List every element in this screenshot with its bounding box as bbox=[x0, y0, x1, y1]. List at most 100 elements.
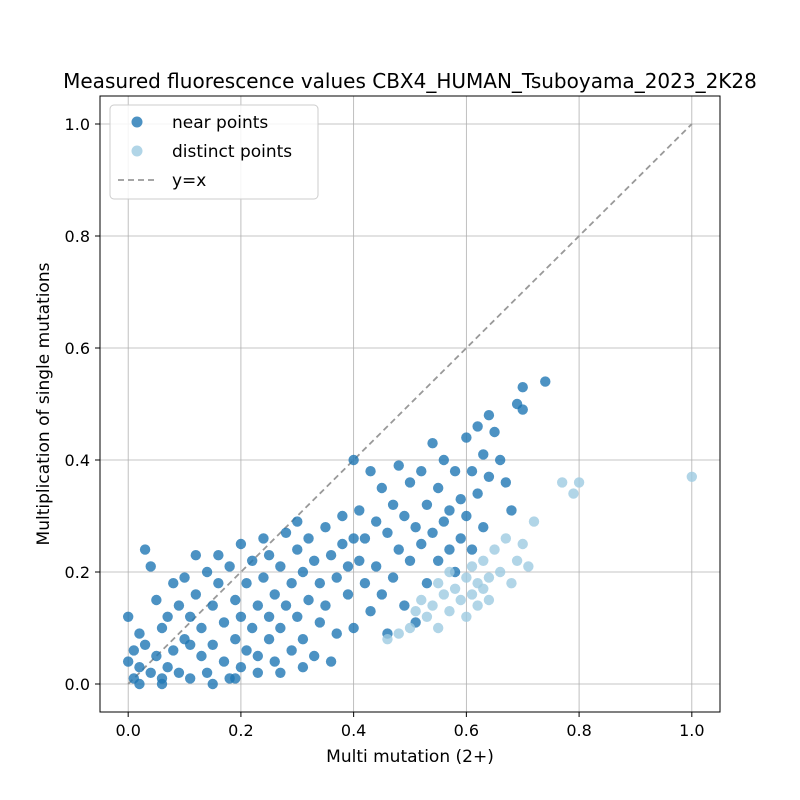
near-point bbox=[506, 505, 517, 516]
near-point bbox=[472, 421, 483, 432]
near-point bbox=[444, 544, 455, 555]
near-point bbox=[122, 656, 134, 667]
near-point bbox=[348, 454, 359, 466]
near-point bbox=[218, 617, 230, 628]
near-point bbox=[241, 645, 252, 656]
near-point bbox=[466, 466, 478, 477]
distinct-point bbox=[466, 589, 478, 600]
near-point bbox=[478, 449, 489, 460]
near-point bbox=[252, 600, 264, 611]
y-tick-label: 1.0 bbox=[65, 115, 90, 134]
near-point bbox=[348, 533, 359, 544]
near-point bbox=[325, 656, 337, 667]
distinct-point bbox=[494, 566, 506, 578]
near-point bbox=[275, 622, 286, 634]
near-point bbox=[269, 589, 280, 600]
legend-label-near-points: near points bbox=[172, 113, 268, 133]
near-point bbox=[151, 650, 162, 662]
near-point bbox=[246, 622, 258, 634]
near-point bbox=[331, 628, 342, 639]
distinct-point bbox=[393, 628, 404, 639]
near-point bbox=[432, 482, 444, 494]
near-point bbox=[314, 578, 326, 589]
near-point bbox=[139, 639, 151, 650]
near-point bbox=[354, 505, 365, 516]
distinct-point bbox=[427, 600, 438, 611]
near-point bbox=[207, 639, 218, 650]
near-point bbox=[427, 438, 438, 449]
x-tick-label: 1.0 bbox=[679, 721, 704, 740]
distinct-point bbox=[455, 594, 466, 606]
ticks: 0.0 0.2 0.4 0.6 0.8 1.0 0.0 0.2 0.4 0.6 0.8 1.0 bbox=[65, 115, 705, 740]
near-point bbox=[224, 561, 235, 572]
chart-title: Measured fluorescence values CBX4_HUMAN_… bbox=[63, 69, 757, 93]
distinct-point bbox=[404, 622, 416, 634]
legend-marker-distinct-points bbox=[131, 145, 143, 157]
near-point bbox=[320, 600, 331, 611]
near-point bbox=[241, 578, 252, 589]
near-point bbox=[258, 533, 269, 544]
near-point bbox=[235, 611, 247, 622]
y-tick-label: 0.2 bbox=[65, 563, 90, 582]
near-point bbox=[168, 645, 179, 656]
near-point bbox=[184, 639, 196, 650]
near-point bbox=[387, 572, 399, 583]
near-point bbox=[145, 561, 156, 572]
near-point bbox=[342, 561, 354, 572]
near-point bbox=[461, 432, 472, 443]
near-point bbox=[292, 611, 303, 622]
near-point bbox=[393, 460, 404, 471]
near-point bbox=[269, 656, 280, 667]
near-point bbox=[179, 572, 190, 583]
distinct-point bbox=[478, 583, 489, 594]
near-point bbox=[184, 673, 196, 684]
distinct-point bbox=[506, 578, 517, 589]
near-point bbox=[230, 673, 241, 684]
near-point bbox=[286, 578, 297, 589]
y-tick-label: 0.6 bbox=[65, 339, 90, 358]
distinct-point bbox=[472, 600, 483, 611]
near-point bbox=[540, 376, 551, 387]
distinct-point bbox=[461, 572, 472, 583]
near-point bbox=[387, 499, 399, 510]
near-point bbox=[444, 505, 455, 516]
y-tick-label: 0.4 bbox=[65, 451, 90, 470]
near-point bbox=[303, 594, 314, 606]
near-point bbox=[207, 678, 218, 690]
near-point bbox=[297, 634, 309, 645]
distinct-point bbox=[517, 538, 528, 550]
distinct-point bbox=[568, 488, 579, 499]
legend-label-yx: y=x bbox=[172, 171, 206, 191]
distinct-point bbox=[432, 622, 444, 634]
near-point bbox=[337, 510, 348, 522]
near-point bbox=[359, 578, 371, 589]
near-point bbox=[297, 662, 309, 673]
near-point bbox=[489, 426, 500, 438]
near-point bbox=[365, 606, 376, 617]
near-point bbox=[416, 466, 427, 477]
near-point bbox=[314, 617, 326, 628]
near-point bbox=[500, 477, 512, 488]
reference-line-yx bbox=[127, 123, 693, 685]
reference-line-layer bbox=[127, 123, 693, 685]
near-point bbox=[122, 611, 134, 622]
distinct-point bbox=[478, 555, 489, 566]
near-point bbox=[416, 538, 427, 550]
near-point bbox=[258, 572, 269, 583]
near-point bbox=[376, 589, 388, 600]
near-point bbox=[320, 522, 331, 533]
near-point bbox=[235, 538, 247, 550]
distinct-point bbox=[489, 544, 500, 555]
distinct-point bbox=[438, 589, 450, 600]
near-point bbox=[134, 678, 145, 690]
near-point bbox=[432, 555, 444, 566]
near-point bbox=[370, 561, 382, 572]
near-point bbox=[399, 600, 410, 611]
near-point bbox=[145, 667, 156, 678]
near-point bbox=[365, 466, 376, 477]
near-point bbox=[517, 382, 528, 393]
distinct-point bbox=[511, 555, 523, 566]
near-point bbox=[139, 544, 151, 555]
distinct-point bbox=[483, 594, 495, 606]
